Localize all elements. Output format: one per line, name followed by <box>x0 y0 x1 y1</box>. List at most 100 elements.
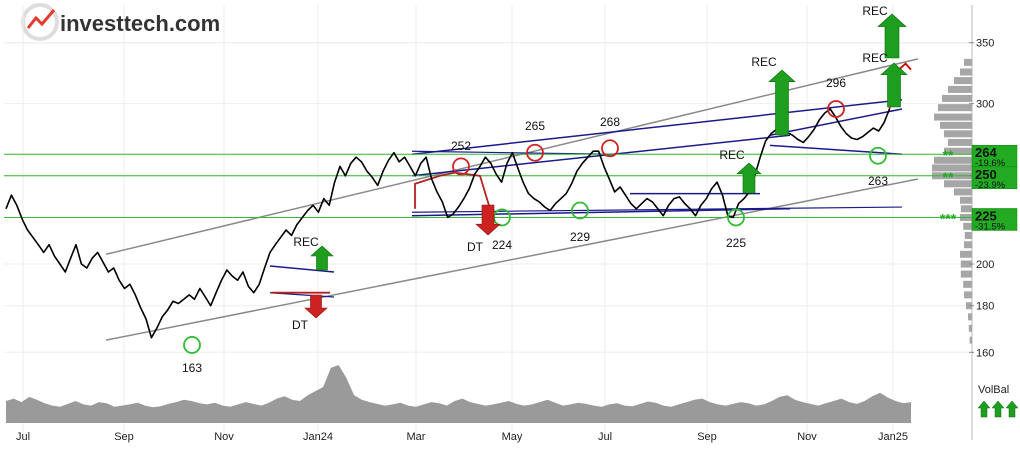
price-label: 224 <box>492 238 512 252</box>
trend-channel-lower <box>105 178 919 341</box>
volbal-label: VolBal <box>978 384 1009 396</box>
price-label: 252 <box>451 139 471 153</box>
buy-signal-arrow-icon <box>768 69 796 136</box>
signal-label: REC <box>862 4 888 18</box>
buy-signal-arrow-icon <box>880 62 908 108</box>
buy-signal-arrow-icon <box>310 245 334 271</box>
volume-profile-bar <box>964 231 972 239</box>
top-marker-circle <box>526 143 544 162</box>
trend-line-resistance-b <box>411 134 791 177</box>
brand-name: investtech.com <box>60 11 220 36</box>
x-tick-label: Nov <box>214 431 234 443</box>
top-marker-circle <box>827 100 845 118</box>
price-line <box>5 108 891 339</box>
price-label: 268 <box>600 115 620 129</box>
price-label: 296 <box>826 76 846 90</box>
x-tick-label: Jan24 <box>303 431 333 443</box>
volume-profile-bar <box>960 250 972 258</box>
volume-profile-bar <box>944 130 972 138</box>
y-tick-label: 160 <box>976 347 994 359</box>
y-tick-label: 200 <box>976 259 994 271</box>
volume-profile-bar <box>960 205 972 213</box>
x-tick-label: Mar <box>407 431 426 443</box>
volume-profile-bar <box>960 196 972 204</box>
support-level-value: 264 <box>975 145 997 160</box>
trend-line-resistance-d <box>769 108 903 136</box>
volume-profile-bar <box>932 164 972 172</box>
volume-profile-bar <box>954 188 972 196</box>
x-tick-label: Jul <box>598 431 612 443</box>
logo-chart-icon <box>26 9 56 29</box>
signal-label: DT <box>467 240 484 254</box>
volume-profile-bar <box>963 280 972 288</box>
volbal-up-arrow-icon <box>977 400 991 418</box>
support-level-box <box>971 208 1018 231</box>
volume-profile-bar <box>960 260 972 268</box>
volume-profile-bar <box>960 270 972 278</box>
support-stars: *** <box>940 210 957 226</box>
bottom-marker-circle <box>869 146 887 165</box>
price-label: 265 <box>525 119 545 133</box>
support-level-pct: -19.6% <box>975 158 1006 169</box>
x-tick-label: Nov <box>797 431 817 443</box>
volume-profile-bar <box>934 156 972 164</box>
support-stars: ** <box>943 169 954 185</box>
volume-profile-bar <box>948 85 972 93</box>
volume-profile-bar <box>938 104 972 112</box>
volume-area <box>6 365 911 423</box>
volbal-up-arrow-icon <box>991 400 1005 418</box>
signal-label: REC <box>751 55 777 69</box>
volume-profile-bar <box>963 222 972 230</box>
bottom-marker-circle <box>183 336 201 354</box>
buy-signal-arrow-icon <box>736 162 762 194</box>
volume-profile-bar <box>940 121 972 129</box>
price-label: 263 <box>868 174 888 188</box>
signal-label: DT <box>292 318 309 332</box>
top-marker-circle <box>452 157 470 176</box>
bottom-marker-circle <box>727 208 745 227</box>
volume-profile-bar <box>964 58 972 66</box>
support-stars: ** <box>943 147 954 163</box>
volume-profile-bar <box>969 336 972 344</box>
x-tick-label: Sep <box>114 431 134 443</box>
sell-signal-arrow-icon <box>475 204 501 236</box>
support-level-pct: -31.5% <box>975 221 1006 232</box>
volume-profile-bar <box>968 324 972 332</box>
volume-profile-bar <box>934 113 972 121</box>
volume-profile-bar <box>944 180 972 188</box>
signal-label: REC <box>293 235 319 249</box>
signal-label: REC <box>719 148 745 162</box>
price-label: 225 <box>726 236 746 250</box>
x-tick-label: May <box>502 431 523 443</box>
x-tick-label: Sep <box>697 431 717 443</box>
volume-profile-bar <box>954 77 972 85</box>
volume-profile-bar <box>964 241 972 249</box>
sell-signal-arrow-icon <box>304 294 328 319</box>
support-level-pct: -23.9% <box>975 180 1006 191</box>
buy-signal-arrow-icon <box>877 13 907 59</box>
bottom-marker-circle <box>571 201 589 220</box>
x-tick-label: Jul <box>16 431 30 443</box>
volume-profile-bar <box>948 138 972 146</box>
support-level-box <box>971 166 1018 190</box>
volume-profile-bar <box>942 94 972 102</box>
y-tick-label: 180 <box>976 301 994 313</box>
volume-profile-bar <box>968 313 972 321</box>
support-level-value: 250 <box>975 167 997 182</box>
trend-line-small-top <box>269 265 335 273</box>
investtech-logo: investtech.com <box>21 3 220 41</box>
support-level-value: 225 <box>975 208 997 223</box>
trend-line-resistance-c <box>769 144 903 155</box>
volume-profile-bar <box>944 147 972 155</box>
top-marker-circle <box>601 139 619 158</box>
volume-profile-bar <box>964 291 972 299</box>
y-tick-label: 350 <box>976 38 994 50</box>
price-label: 229 <box>570 230 590 244</box>
volbal-up-arrow-icon <box>1005 400 1019 418</box>
volume-profile-bar <box>960 68 972 76</box>
y-tick-label: 300 <box>976 99 994 111</box>
dt-pattern-line <box>414 171 491 210</box>
signal-label: REC <box>862 51 888 65</box>
